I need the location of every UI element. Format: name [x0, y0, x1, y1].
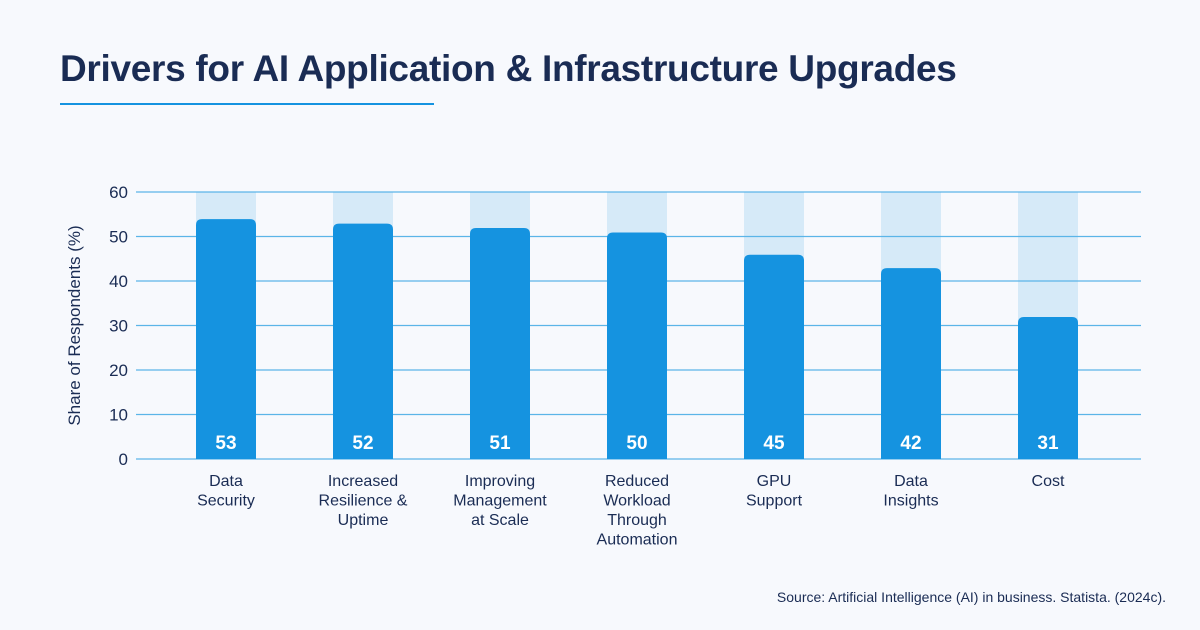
- x-category-label: Cost: [1032, 473, 1065, 490]
- bar-value-label: 45: [763, 433, 785, 454]
- bar-value-label: 51: [489, 433, 511, 454]
- x-category-label: Management: [453, 493, 547, 510]
- bar-value-label: 42: [900, 433, 921, 454]
- bar-value-label: 50: [626, 433, 647, 454]
- bar-value-label: 31: [1037, 433, 1059, 454]
- x-category-label: at Scale: [471, 512, 529, 529]
- y-tick-label: 0: [119, 450, 128, 469]
- bar: [470, 228, 530, 459]
- y-tick-label: 60: [109, 183, 128, 202]
- x-category-label: Security: [197, 493, 255, 510]
- x-category-label: GPU: [757, 473, 792, 490]
- x-category-label: Workload: [603, 493, 670, 510]
- chart-title: Drivers for AI Application & Infrastruct…: [60, 48, 957, 89]
- x-category-label: Reduced: [605, 473, 669, 490]
- bar: [333, 223, 393, 459]
- y-tick-label: 50: [109, 228, 128, 247]
- bar: [607, 232, 667, 459]
- bar: [196, 219, 256, 459]
- x-category-label: Increased: [328, 473, 398, 490]
- y-tick-label: 20: [109, 361, 128, 380]
- bar-value-label: 52: [352, 433, 373, 454]
- bar: [1018, 317, 1078, 459]
- bar-value-label: 53: [215, 433, 236, 454]
- x-category-label: Data: [894, 473, 928, 490]
- bar: [881, 268, 941, 459]
- y-axis-label: Share of Respondents (%): [65, 225, 84, 425]
- x-category-label: Improving: [465, 473, 535, 490]
- source-note: Source: Artificial Intelligence (AI) in …: [776, 589, 1166, 605]
- x-category-label: Through: [607, 512, 667, 529]
- x-category-label: Data: [209, 473, 243, 490]
- x-category-label: Automation: [597, 532, 678, 549]
- bar: [744, 254, 804, 459]
- x-category-label: Uptime: [338, 512, 389, 529]
- x-category-label: Resilience &: [319, 493, 408, 510]
- x-category-label: Support: [746, 493, 803, 510]
- y-tick-label: 30: [109, 317, 128, 336]
- title-underline: [60, 103, 434, 105]
- y-tick-label: 40: [109, 272, 128, 291]
- y-tick-label: 10: [109, 406, 128, 425]
- x-category-label: Insights: [883, 493, 938, 510]
